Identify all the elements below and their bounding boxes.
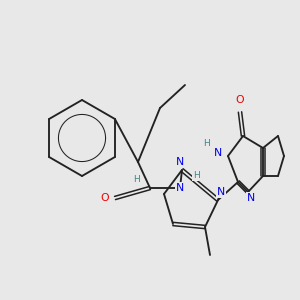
Text: O: O — [101, 193, 109, 203]
Text: O: O — [236, 95, 244, 105]
Text: N: N — [214, 148, 222, 158]
Text: H: H — [193, 172, 200, 181]
Text: N: N — [217, 187, 225, 197]
Text: N: N — [247, 193, 255, 203]
Text: H: H — [133, 176, 140, 184]
Text: H: H — [202, 140, 209, 148]
Text: N: N — [176, 157, 184, 167]
Text: N: N — [176, 183, 184, 193]
